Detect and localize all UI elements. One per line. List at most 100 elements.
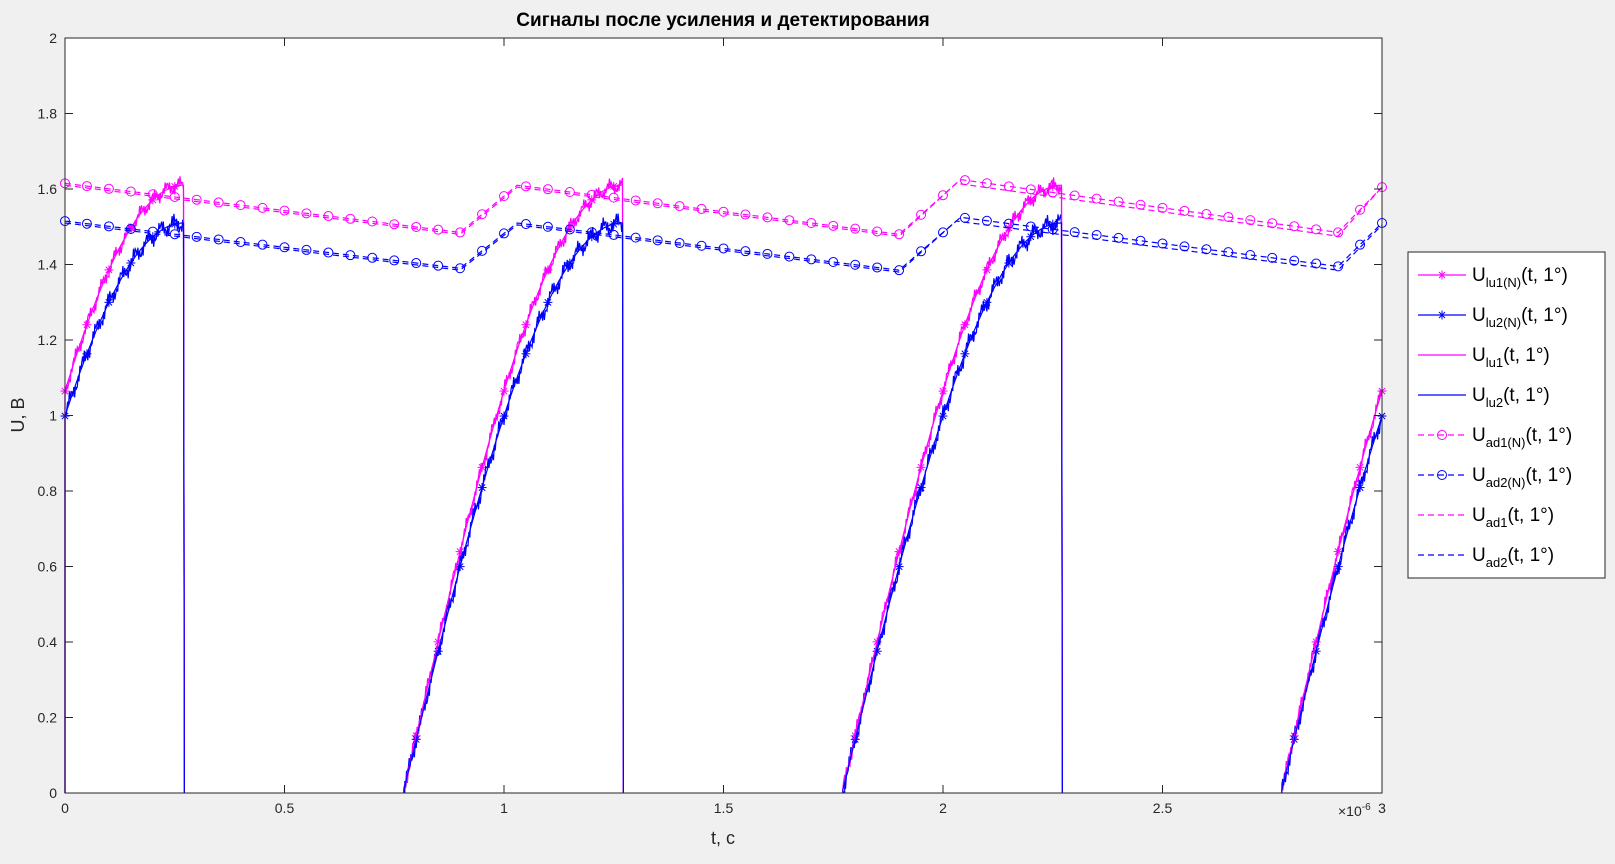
data-point	[477, 245, 488, 256]
data-point	[147, 226, 158, 237]
data-point	[433, 224, 444, 235]
legend-item: Uad1(N)(t, 1°)	[1418, 425, 1572, 450]
data-point	[520, 181, 531, 192]
x-tick-label: 3	[1378, 800, 1386, 816]
data-point	[213, 197, 224, 208]
data-point	[301, 208, 312, 219]
data-point	[806, 218, 817, 229]
legend-item: Uad1(t, 1°)	[1418, 505, 1554, 530]
legend-label: Ulu2(N)(t, 1°)	[1472, 305, 1568, 330]
y-tick-label: 1.4	[38, 257, 58, 273]
data-point	[455, 227, 466, 238]
data-point	[564, 224, 575, 235]
data-point	[477, 209, 488, 220]
ticks-layer: 0 0.5 1 1.5 2 2.5 3 0 0.2 0.4 0.6 0.8 1 1.2 1.4 1.6 1.8 2	[38, 30, 1387, 816]
data-point	[389, 219, 400, 230]
data-point	[279, 242, 290, 253]
data-point	[1355, 204, 1366, 215]
data-point	[630, 232, 641, 243]
legend-item: Ulu1(N)(t, 1°)	[1418, 265, 1568, 290]
y-tick-label: 1.2	[38, 332, 58, 348]
data-point	[191, 231, 202, 242]
data-point	[1289, 255, 1300, 266]
plot-area	[65, 38, 1382, 793]
series-7	[64, 182, 1383, 237]
data-point	[411, 258, 422, 269]
data-point	[279, 205, 290, 216]
data-point	[213, 234, 224, 245]
data-point	[872, 262, 883, 273]
x-tick-label: 1	[500, 800, 508, 816]
y-tick-label: 2	[49, 30, 57, 46]
series-layer	[60, 175, 1387, 794]
data-point	[894, 229, 905, 240]
data-point	[828, 220, 839, 231]
series-line	[1281, 390, 1383, 793]
data-point	[169, 191, 180, 202]
data-point	[323, 247, 334, 258]
series-4	[64, 222, 1383, 794]
series-3	[64, 184, 1383, 794]
legend-marker	[1437, 430, 1447, 440]
data-point	[894, 265, 905, 276]
series-6	[60, 212, 1387, 276]
data-point	[718, 206, 729, 217]
data-point	[520, 219, 531, 230]
data-point	[542, 221, 553, 232]
data-point	[125, 223, 136, 234]
data-point	[806, 254, 817, 265]
x-tick-label: 1.5	[714, 800, 734, 816]
legend-item: Uad2(N)(t, 1°)	[1418, 465, 1572, 490]
data-point	[564, 186, 575, 197]
data-point	[389, 255, 400, 266]
data-point	[1201, 208, 1212, 219]
x-exponent-label: ×10-6	[1338, 802, 1371, 819]
legend-item: Ulu1(t, 1°)	[1418, 345, 1550, 370]
data-point	[1245, 215, 1256, 226]
data-point	[257, 202, 268, 213]
data-point	[103, 183, 114, 194]
data-point	[586, 227, 597, 238]
data-point	[542, 184, 553, 195]
y-tick-label: 0.8	[38, 483, 58, 499]
data-point	[345, 213, 356, 224]
chart-title: Сигналы после усиления и детектирования	[516, 10, 929, 31]
data-point	[1003, 181, 1014, 192]
legend-label: Uad1(N)(t, 1°)	[1472, 425, 1572, 450]
data-point	[938, 227, 948, 238]
data-point	[850, 223, 861, 234]
legend-label: Uad2(t, 1°)	[1472, 545, 1554, 570]
x-tick-label: 0	[61, 800, 69, 816]
x-exponent-power: -6	[1362, 802, 1371, 813]
data-point	[81, 181, 92, 192]
data-point	[455, 263, 466, 274]
x-tick-label: 2.5	[1153, 800, 1173, 816]
legend-item: Ulu2(t, 1°)	[1418, 385, 1550, 410]
x-tick-label: 2	[939, 800, 947, 816]
data-point	[301, 244, 312, 255]
legend-marker	[1437, 470, 1447, 480]
data-point	[718, 243, 729, 254]
data-point	[608, 229, 619, 240]
data-point	[652, 235, 663, 246]
series-line	[842, 184, 1064, 794]
data-point	[81, 218, 92, 229]
data-point	[1311, 258, 1322, 269]
data-point	[916, 246, 927, 257]
data-point	[696, 203, 707, 214]
data-point	[652, 198, 663, 209]
data-point	[696, 240, 707, 251]
data-point	[345, 250, 356, 261]
data-point	[1113, 196, 1124, 207]
y-tick-label: 1.6	[38, 181, 58, 197]
series-line	[404, 213, 625, 794]
data-point	[674, 238, 685, 249]
legend-marker	[1437, 310, 1447, 320]
y-axis-label: U, B	[8, 397, 28, 432]
series-line	[64, 182, 1383, 237]
series-line	[842, 222, 1064, 794]
data-point	[1025, 221, 1036, 232]
series-line	[1281, 415, 1383, 793]
legend-label: Uad1(t, 1°)	[1472, 505, 1554, 530]
